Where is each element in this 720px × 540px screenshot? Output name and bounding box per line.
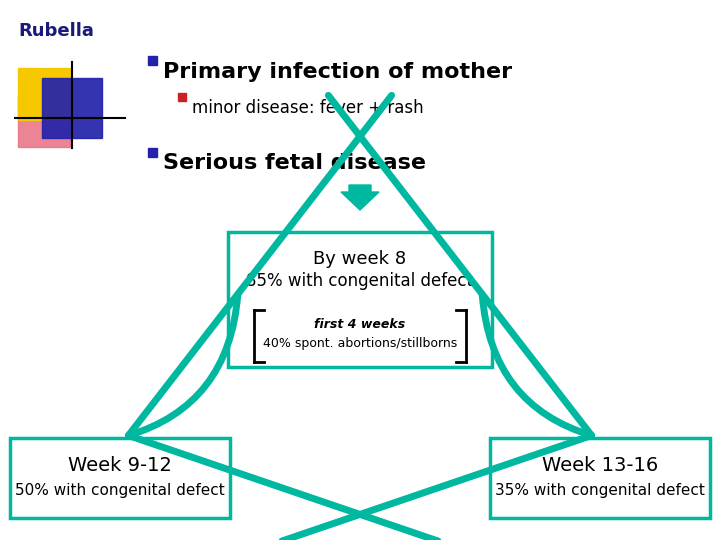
FancyArrow shape <box>341 185 379 210</box>
Bar <box>18 95 70 147</box>
Text: 85% with congenital defect: 85% with congenital defect <box>246 272 474 290</box>
Text: 50% with congenital defect: 50% with congenital defect <box>15 483 225 498</box>
FancyBboxPatch shape <box>228 232 492 367</box>
Bar <box>42 78 102 138</box>
Text: Primary infection of mother: Primary infection of mother <box>163 62 512 82</box>
Text: Week 9-12: Week 9-12 <box>68 456 172 475</box>
FancyArrowPatch shape <box>128 96 536 540</box>
Text: Week 13-16: Week 13-16 <box>542 456 658 475</box>
Bar <box>148 56 157 65</box>
Bar <box>148 148 157 157</box>
Text: first 4 weeks: first 4 weeks <box>315 318 405 331</box>
Text: By week 8: By week 8 <box>313 250 407 268</box>
FancyBboxPatch shape <box>490 438 710 518</box>
Text: minor disease: fever + rash: minor disease: fever + rash <box>192 99 423 117</box>
Text: Rubella: Rubella <box>18 22 94 40</box>
FancyArrowPatch shape <box>184 96 592 540</box>
Text: 35% with congenital defect: 35% with congenital defect <box>495 483 705 498</box>
Bar <box>18 68 70 120</box>
Text: 40% spont. abortions/stillborns: 40% spont. abortions/stillborns <box>263 337 457 350</box>
FancyBboxPatch shape <box>10 438 230 518</box>
Bar <box>178 93 186 101</box>
Text: Serious fetal disease: Serious fetal disease <box>163 153 426 173</box>
